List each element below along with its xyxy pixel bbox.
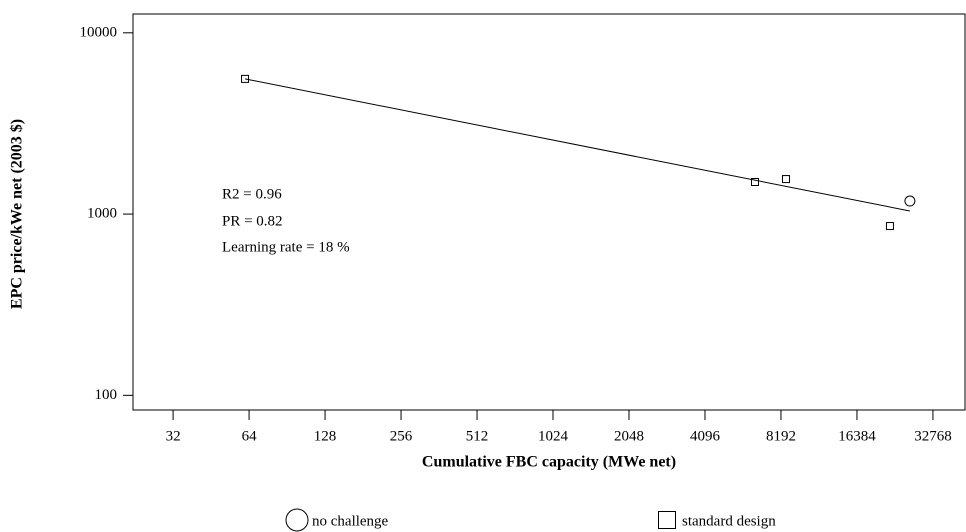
data-point: [241, 74, 250, 83]
x-tick-label: 1024: [538, 428, 569, 444]
x-tick-label: 32768: [914, 428, 952, 444]
data-point: [750, 177, 759, 186]
y-tick-label: 10000: [80, 24, 118, 40]
data-point: [885, 222, 894, 231]
y-axis-label: EPC price/kWe net (2003 $): [9, 119, 26, 309]
x-tick-label: 64: [242, 428, 258, 444]
y-tick-label: 1000: [87, 206, 117, 222]
data-point: [904, 195, 916, 207]
x-axis-label: Cumulative FBC capacity (MWe net): [422, 454, 676, 471]
x-tick-label: 4096: [690, 428, 721, 444]
legend-label: no challenge: [312, 513, 389, 529]
x-tick-label: 512: [466, 428, 489, 444]
legend-label: standard design: [682, 513, 776, 529]
data-point: [781, 175, 790, 184]
x-tick-label: 16384: [838, 428, 876, 444]
x-tick-label: 32: [166, 428, 181, 444]
x-tick-label: 8192: [766, 428, 796, 444]
annotation: PR = 0.82: [222, 213, 283, 229]
annotation: Learning rate = 18 %: [222, 239, 350, 255]
x-tick-label: 2048: [614, 428, 644, 444]
plot-frame: [132, 13, 966, 411]
annotation: R2 = 0.96: [222, 186, 282, 202]
legend-marker: [285, 508, 309, 532]
x-tick-label: 128: [314, 428, 337, 444]
legend-marker: [658, 511, 676, 529]
y-tick-label: 100: [95, 387, 118, 403]
trend-line: [244, 78, 911, 212]
x-tick-label: 256: [390, 428, 413, 444]
